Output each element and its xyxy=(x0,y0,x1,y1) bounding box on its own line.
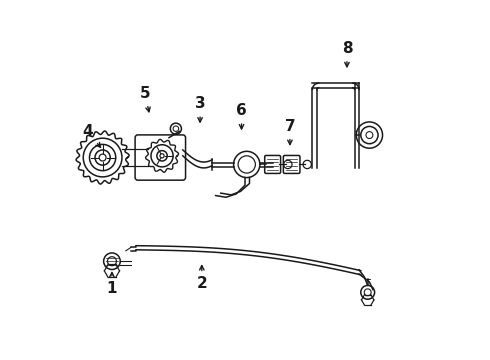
Text: 8: 8 xyxy=(342,41,352,67)
Text: 4: 4 xyxy=(82,124,100,147)
Text: 3: 3 xyxy=(195,96,205,122)
Text: 7: 7 xyxy=(285,119,295,145)
Text: 5: 5 xyxy=(140,86,150,112)
Text: 6: 6 xyxy=(236,103,247,129)
Text: 2: 2 xyxy=(196,266,207,291)
Text: 1: 1 xyxy=(107,273,117,296)
